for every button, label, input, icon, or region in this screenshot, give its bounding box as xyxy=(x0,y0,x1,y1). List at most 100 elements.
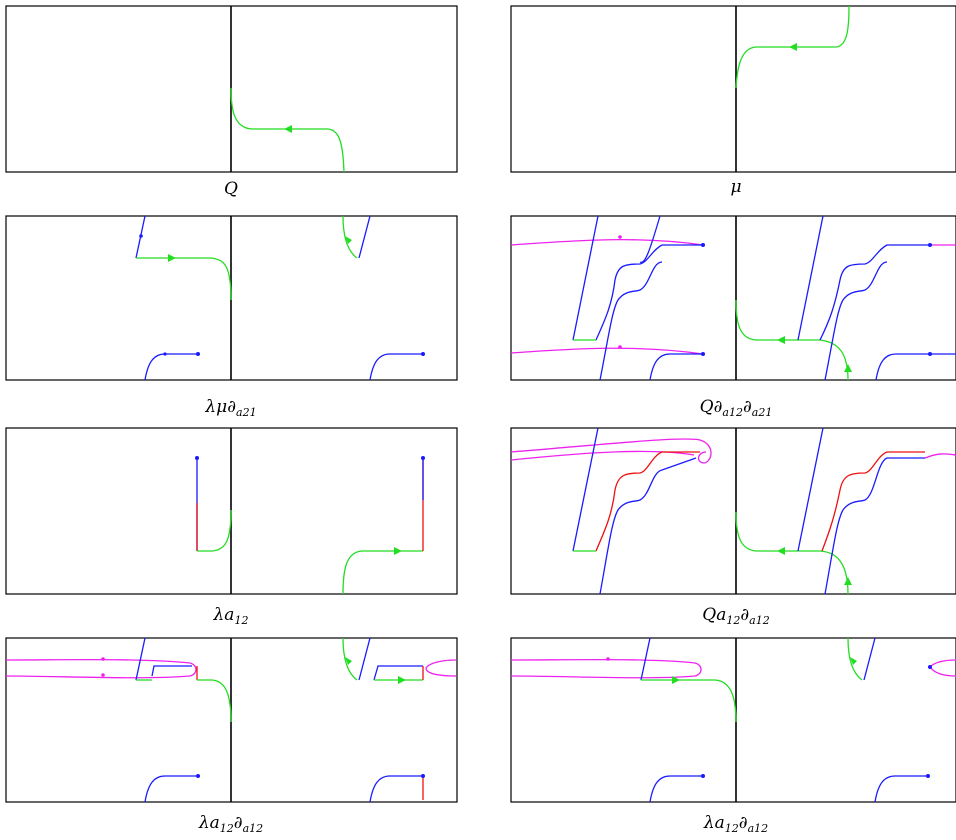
dot xyxy=(928,352,932,356)
blue-curve xyxy=(373,665,423,681)
green-curve xyxy=(641,679,737,723)
blue-curve xyxy=(595,244,703,341)
blue-curve xyxy=(599,457,697,595)
blue-curve xyxy=(639,215,661,263)
panel-label: Q xyxy=(224,179,238,199)
green-curve xyxy=(735,511,849,595)
arrow-marker xyxy=(345,657,352,665)
blue-curve xyxy=(144,353,198,381)
blue-curve xyxy=(874,775,928,803)
red-curve xyxy=(821,451,925,552)
dot xyxy=(701,243,705,247)
blue-curve xyxy=(797,215,824,341)
magenta-curve xyxy=(5,658,197,679)
arrow-marker xyxy=(284,125,292,133)
arrow-marker xyxy=(394,547,402,555)
panel-q: Q xyxy=(5,5,458,199)
magenta-curve xyxy=(929,659,956,677)
green-curve xyxy=(342,215,358,259)
magenta-curve xyxy=(924,453,956,459)
magenta-curve xyxy=(510,438,712,464)
dot xyxy=(701,352,705,356)
magenta-curve xyxy=(425,659,457,677)
panel-label: λa12∂a12 xyxy=(198,813,263,835)
arrow-marker xyxy=(618,235,622,239)
blue-curve xyxy=(369,353,423,381)
dot xyxy=(701,774,705,778)
panel-label: Q∂a12∂a21 xyxy=(700,397,773,419)
arrow-marker xyxy=(777,336,785,344)
blue-curve xyxy=(824,261,888,381)
arrow-marker xyxy=(606,657,610,661)
blue-curve xyxy=(797,427,824,552)
panel-lambda-a12-da12-left: λa12∂a12 xyxy=(5,637,458,835)
magenta-curve xyxy=(510,658,702,679)
panel-q-da12-da21: Q∂a12∂a21 xyxy=(510,215,956,419)
blue-curve xyxy=(824,457,925,595)
panel-lambda-a12: λa12 xyxy=(5,427,458,627)
blue-curve xyxy=(151,665,192,677)
arrow-marker xyxy=(345,236,352,244)
arrow-marker xyxy=(844,577,852,585)
dot xyxy=(928,243,932,247)
panel-label: μ xyxy=(730,177,741,197)
blue-curve xyxy=(599,261,663,381)
blue-curve xyxy=(358,637,371,681)
blue-curve xyxy=(640,637,651,681)
blue-curve xyxy=(819,244,930,341)
blue-curve xyxy=(135,637,146,681)
dot xyxy=(196,774,200,778)
blue-curve xyxy=(572,427,599,552)
panel-label: λμ∂a21 xyxy=(204,397,256,419)
arrow-marker xyxy=(168,254,176,262)
green-curve xyxy=(847,637,863,681)
arrow-marker xyxy=(850,657,857,665)
panel-frame xyxy=(510,427,956,595)
blue-curve xyxy=(144,775,198,803)
arrow-marker xyxy=(101,673,105,677)
magenta-curve xyxy=(510,238,704,246)
green-curve xyxy=(197,679,232,723)
green-curve xyxy=(342,550,423,595)
arrow-marker xyxy=(398,676,406,684)
green-curve xyxy=(735,299,849,381)
arrow-marker xyxy=(672,676,680,684)
green-curve xyxy=(342,637,358,681)
blue-curve xyxy=(863,637,876,681)
magenta-curve xyxy=(510,347,704,355)
arrow-marker xyxy=(163,352,167,356)
arrow-marker xyxy=(139,234,143,238)
dot xyxy=(421,456,425,460)
dot xyxy=(196,352,200,356)
panel-lambda-mu-da21: λμ∂a21 xyxy=(5,215,458,419)
blue-curve xyxy=(649,353,703,381)
panel-q-a12-da12: Qa12∂a12 xyxy=(510,427,956,627)
panel-frame xyxy=(510,637,956,803)
magenta-curve xyxy=(510,450,695,461)
blue-curve xyxy=(369,775,423,803)
arrow-marker xyxy=(844,364,852,372)
panel-frame xyxy=(510,5,956,173)
panel-label: Qa12∂a12 xyxy=(702,605,769,627)
blue-curve xyxy=(358,215,371,259)
blue-curve xyxy=(572,215,599,341)
red-curve xyxy=(595,451,700,552)
green-curve xyxy=(197,509,232,552)
panel-mu: μ xyxy=(510,5,956,197)
panel-label: λa12∂a12 xyxy=(703,813,768,835)
dot xyxy=(926,774,930,778)
dot xyxy=(421,774,425,778)
blue-curve xyxy=(649,775,703,803)
blue-curve xyxy=(875,353,956,381)
arrow-marker xyxy=(789,43,797,51)
panel-label: λa12 xyxy=(213,605,249,627)
green-curve xyxy=(136,257,232,301)
arrow-marker xyxy=(618,345,622,349)
arrow-marker xyxy=(101,657,105,661)
arrow-marker xyxy=(777,547,785,555)
panel-frame xyxy=(510,215,956,381)
dot xyxy=(928,665,932,669)
panel-lambda-a12-da12-right: λa12∂a12 xyxy=(510,637,956,835)
dot xyxy=(195,456,199,460)
